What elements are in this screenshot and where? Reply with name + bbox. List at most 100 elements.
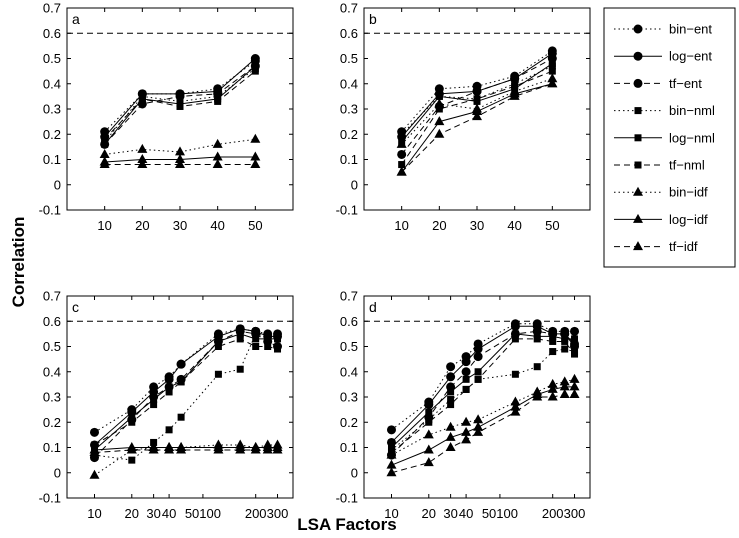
data-point	[423, 429, 434, 439]
data-point	[474, 368, 482, 376]
x-tick-label: 20	[135, 218, 149, 233]
data-point	[423, 457, 434, 467]
series-bin-idf	[89, 439, 283, 479]
series-line	[391, 393, 575, 474]
data-point	[447, 388, 455, 396]
data-point	[214, 337, 222, 345]
data-point	[435, 105, 443, 113]
y-tick-label: -0.1	[39, 491, 61, 506]
series-tf-idf	[89, 444, 283, 457]
data-point	[549, 332, 557, 340]
data-point	[250, 444, 261, 454]
data-point	[461, 357, 471, 367]
legend-marker	[633, 186, 643, 196]
data-point	[397, 149, 407, 159]
data-point	[472, 86, 482, 96]
data-point	[137, 143, 148, 153]
data-point	[128, 413, 136, 421]
x-tick-label: 30	[146, 506, 160, 521]
data-point	[569, 373, 580, 383]
panel-c: -0.1 0 0.1 0.2 0.3 0.4 0.5 0.6 0.7 10 20 30 40 50100 2…	[39, 289, 294, 521]
data-point	[99, 148, 110, 158]
data-point	[165, 388, 173, 396]
data-point	[511, 335, 519, 343]
data-point	[252, 343, 260, 350]
data-point	[559, 376, 570, 386]
data-point	[571, 335, 579, 343]
data-point	[510, 406, 521, 416]
legend-item-tf-idf: tf−idf	[614, 239, 698, 254]
y-tick-label: 0.6	[340, 26, 358, 41]
data-point	[473, 426, 484, 436]
data-point	[177, 413, 185, 421]
data-point	[474, 375, 482, 383]
legend-marker	[633, 51, 643, 61]
data-point	[212, 159, 223, 169]
legend-label: log−ent	[669, 49, 712, 64]
data-point	[89, 469, 100, 479]
data-point	[425, 418, 433, 426]
series-line	[94, 328, 278, 433]
y-tick-label: 0.7	[43, 1, 61, 16]
data-point	[509, 90, 520, 100]
series-line	[94, 333, 278, 461]
legend-entries: bin−ent log−ent tf−ent bin−nml log−nml tf−nml…	[614, 22, 715, 254]
legend-marker	[634, 134, 642, 142]
series-tf-nml	[90, 335, 282, 449]
x-tick-label: 10	[97, 218, 111, 233]
series-tf-idf	[386, 388, 580, 477]
y-tick-label: 0.2	[340, 127, 358, 142]
legend-label: bin−nml	[669, 103, 715, 118]
data-point	[569, 388, 580, 398]
x-tick-label: 20	[125, 506, 139, 521]
data-point	[252, 330, 260, 338]
data-point	[250, 151, 261, 161]
data-point	[462, 375, 470, 383]
series-log-idf	[386, 381, 580, 469]
legend-item-bin-ent: bin−ent	[614, 22, 712, 37]
x-tick-label: 40	[507, 218, 521, 233]
data-point	[561, 337, 569, 345]
legend-item-log-ent: log−ent	[614, 49, 712, 64]
data-point	[250, 159, 261, 169]
series-log-idf	[99, 151, 261, 166]
data-point	[447, 401, 455, 409]
data-point	[549, 348, 557, 356]
data-point	[148, 444, 159, 454]
data-point	[386, 467, 397, 477]
data-point	[561, 345, 569, 353]
y-tick-label: 0.6	[340, 314, 358, 329]
x-tick-label: 30	[470, 218, 484, 233]
panel-d: -0.1 0 0.1 0.2 0.3 0.4 0.5 0.6 0.7 10 20 30 40 50100 2…	[336, 289, 591, 521]
series-tf-idf	[396, 78, 558, 176]
y-tick-label: 0.2	[340, 415, 358, 430]
data-point	[235, 444, 246, 454]
legend-item-tf-ent: tf−ent	[614, 76, 702, 91]
data-point	[548, 67, 556, 75]
data-point	[89, 447, 100, 457]
data-point	[164, 374, 174, 384]
y-tick-label: 0.1	[340, 440, 358, 455]
y-tick-label: 0.7	[43, 289, 61, 304]
y-tick-label: 0	[351, 177, 358, 192]
series-log-nml	[398, 60, 556, 146]
series-line	[391, 325, 575, 443]
x-tick-label: 200	[245, 506, 267, 521]
data-point	[212, 151, 223, 161]
y-tick-label: -0.1	[336, 491, 358, 506]
data-point	[138, 95, 146, 103]
legend-item-bin-idf: bin−idf	[614, 185, 708, 200]
data-point	[212, 138, 223, 148]
legend-item-tf-nml: tf−nml	[614, 158, 705, 173]
data-point	[473, 414, 484, 424]
data-point	[176, 102, 184, 110]
y-tick-label: 0.3	[43, 102, 61, 117]
data-point	[473, 95, 481, 103]
series-line	[391, 333, 575, 448]
data-point	[264, 335, 272, 343]
data-point	[137, 154, 148, 163]
data-point	[386, 459, 397, 469]
data-point	[150, 401, 158, 409]
y-tick-label: 0.3	[43, 390, 61, 405]
x-tick-label: 50100	[185, 506, 221, 521]
